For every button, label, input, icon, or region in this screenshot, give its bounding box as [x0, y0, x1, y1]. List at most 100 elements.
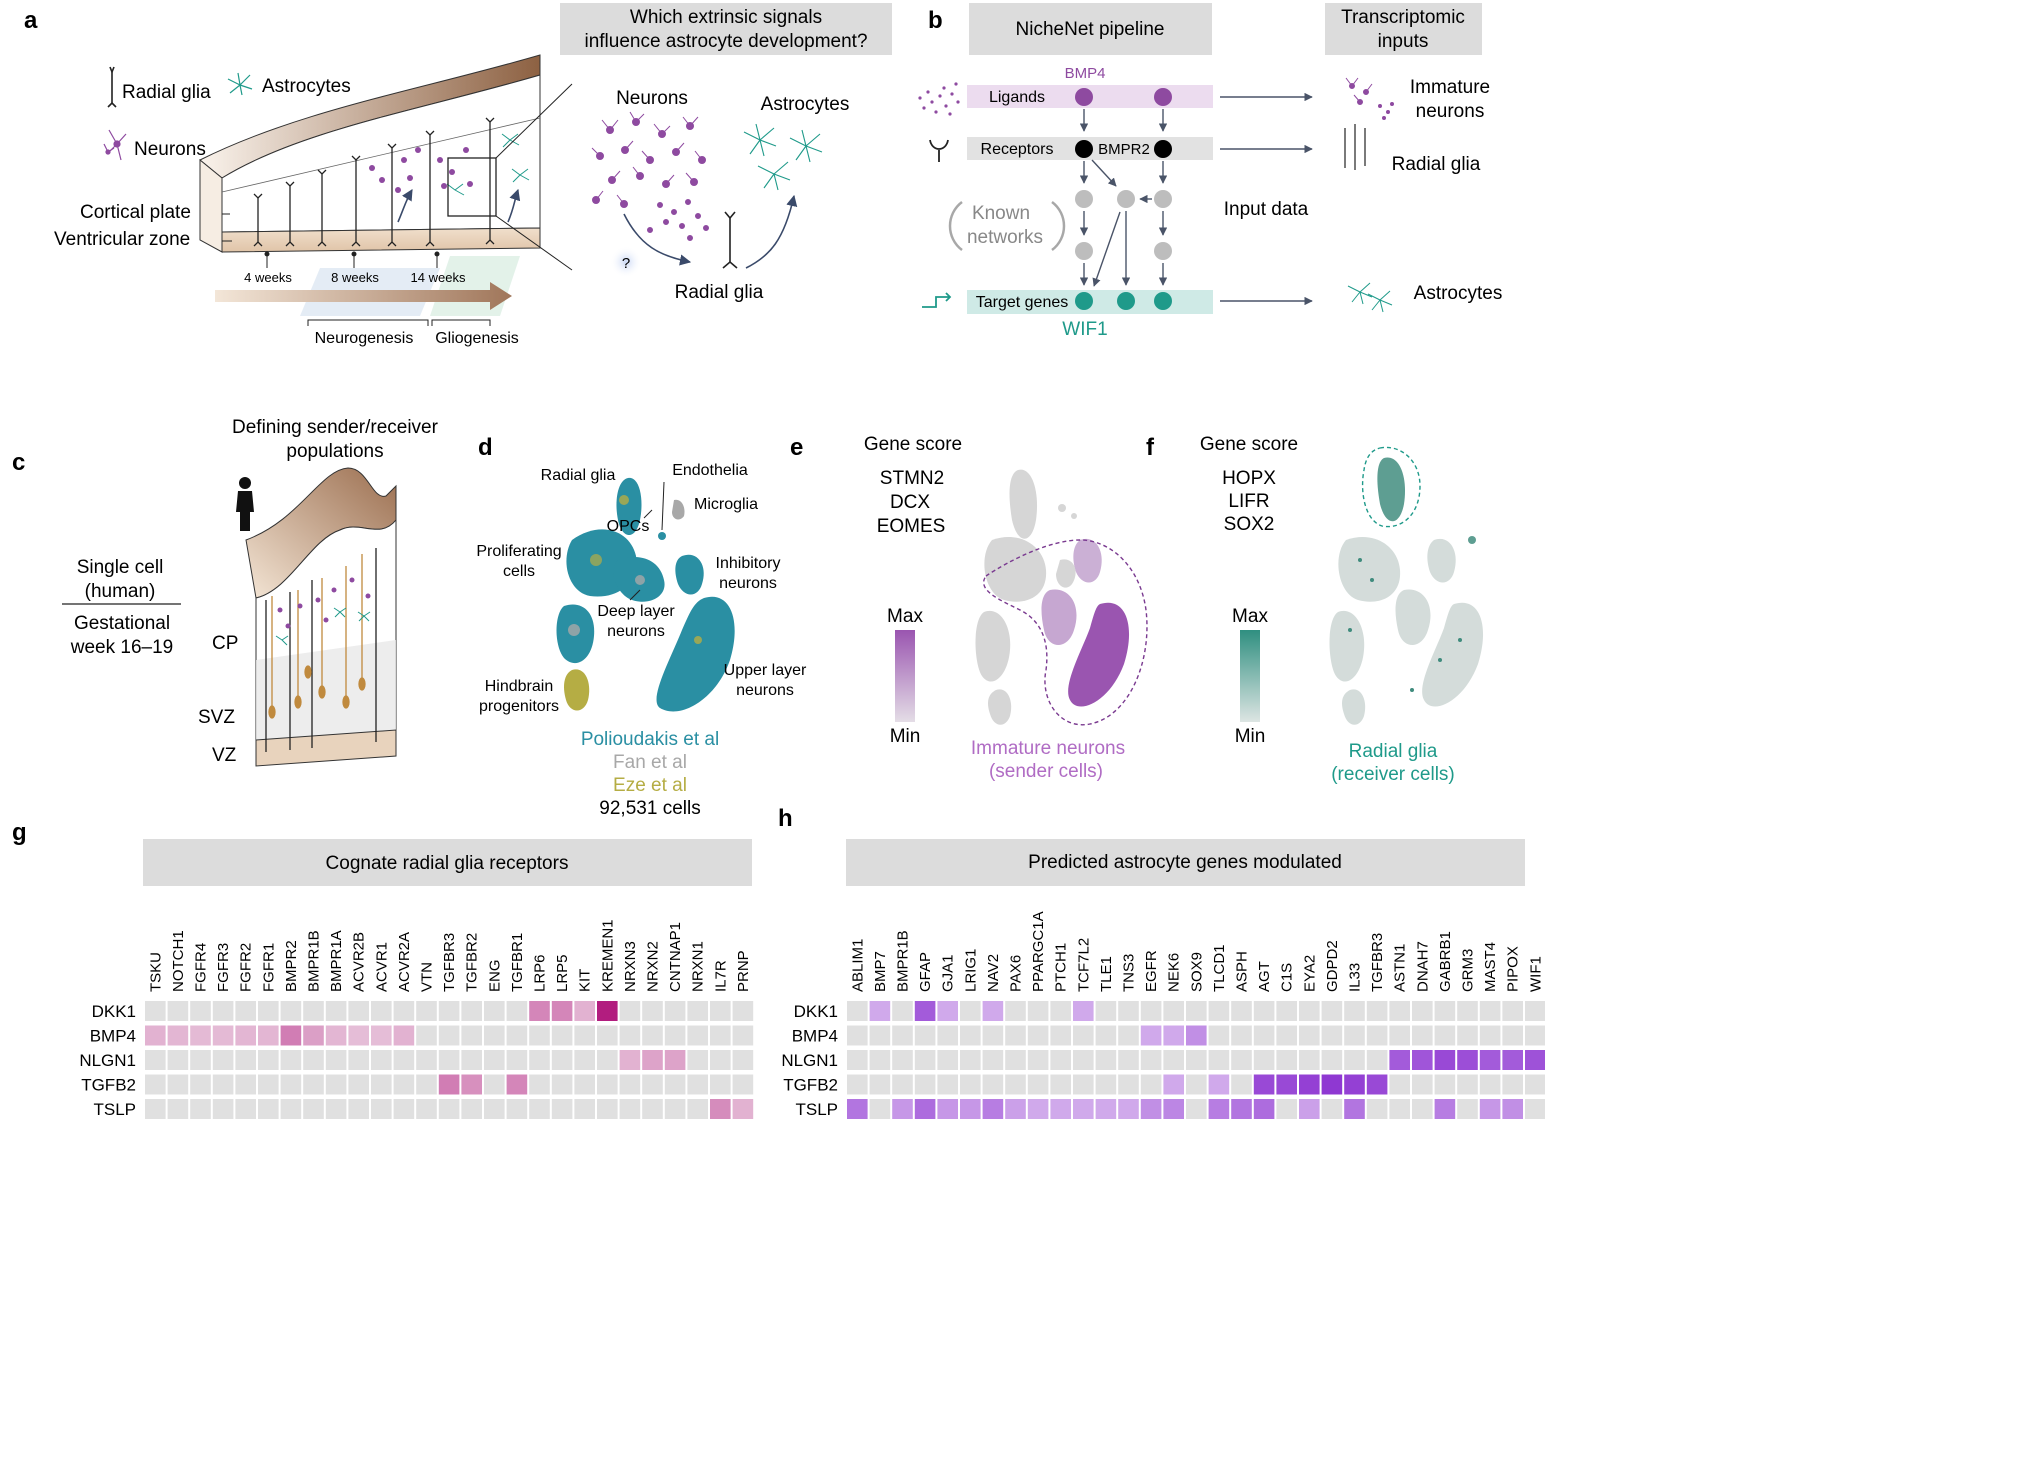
g-cell [416, 1099, 437, 1119]
g-cell [212, 1001, 234, 1021]
g-col-label: IL7R [712, 960, 729, 992]
cortex-c-svz [256, 640, 396, 752]
g-cell [664, 1050, 686, 1070]
h-cell [892, 1050, 913, 1070]
panel-label-b: b [928, 7, 943, 34]
umap-clusters-d [556, 477, 735, 712]
g-cell [258, 1025, 279, 1046]
h-cell [1366, 1099, 1388, 1119]
radial-glia-legend-icon [107, 66, 117, 108]
h-cell [1027, 1074, 1049, 1095]
h-col-label: LRIG1 [962, 949, 979, 992]
h-cell [1299, 1025, 1320, 1046]
g-cell [529, 1074, 550, 1095]
cluster-upper-layer-line-1: Upper layer [724, 662, 807, 679]
cluster-proliferating-line-1: Proliferating [476, 543, 561, 560]
h-cell [960, 1074, 981, 1095]
panel-label-h: h [778, 805, 793, 832]
h-cell [1186, 1099, 1207, 1119]
g-cell [732, 1050, 754, 1070]
g-cell [393, 1025, 415, 1046]
h-col-label: TGFBR3 [1369, 933, 1386, 992]
known-networks-line-1: Known [972, 203, 1030, 224]
timeline-glio-band [430, 256, 520, 316]
g-cell [461, 1099, 482, 1119]
g-cell [710, 1025, 731, 1046]
h-cell [1457, 1050, 1478, 1070]
g-cell [416, 1001, 437, 1021]
out-radial-glia: Radial glia [1392, 154, 1481, 175]
h-cell [937, 1050, 958, 1070]
h-title-box [846, 839, 1525, 886]
g-cell [348, 1001, 369, 1021]
g-cell [303, 1001, 324, 1021]
g-cell [710, 1050, 731, 1070]
panel-b: NicheNet pipeline Transcriptomic inputs … [918, 3, 1502, 340]
legend-neurons: Neurons [134, 139, 206, 160]
g-cell [687, 1025, 708, 1046]
h-cell [1479, 1099, 1501, 1119]
h-cell [869, 1099, 891, 1119]
h-cell [1321, 1099, 1343, 1119]
h-cell [1253, 1050, 1275, 1070]
h-cell [1208, 1099, 1230, 1119]
g-cell [484, 1099, 505, 1119]
e-gene-1: STMN2 [880, 468, 944, 489]
zoom-neurons [591, 111, 709, 241]
h-cell [1299, 1074, 1320, 1095]
g-cell [190, 1050, 211, 1070]
e-color-scale [895, 630, 915, 722]
g-cell [574, 1001, 595, 1021]
e-title: Gene score [864, 434, 962, 455]
g-cell [167, 1001, 189, 1021]
h-cell [1005, 1074, 1026, 1095]
g-cell [325, 1001, 347, 1021]
nichenet-title: NicheNet pipeline [1016, 19, 1165, 40]
g-col-label: ACVR2B [351, 932, 368, 992]
h-cell [1479, 1001, 1501, 1021]
g-cell [461, 1001, 482, 1021]
h-cell [1005, 1025, 1026, 1046]
g-col-label: KIT [577, 969, 594, 992]
h-cell [1095, 1074, 1117, 1095]
f-receiver-outline [1361, 446, 1421, 528]
g-cell [732, 1099, 754, 1119]
g-col-label: KREMEN1 [599, 919, 616, 992]
g-cell [506, 1074, 528, 1095]
h-cell [1412, 1074, 1433, 1095]
g-col-label: ENG [486, 959, 503, 992]
g-cell [280, 1025, 302, 1046]
f-caption-line-1: Radial glia [1349, 741, 1438, 762]
g-col-label: PRNP [735, 950, 752, 992]
h-cell [1208, 1025, 1230, 1046]
h-cell [1005, 1099, 1026, 1119]
zoom-radial-glia-icon [722, 211, 738, 269]
h-col-label: EGFR [1143, 950, 1160, 992]
g-cell [710, 1001, 731, 1021]
f-color-scale [1240, 630, 1260, 722]
h-cell [1253, 1099, 1275, 1119]
h-cell [937, 1099, 958, 1119]
question-line-2: influence astrocyte development? [584, 31, 867, 52]
h-col-label: NAV2 [985, 954, 1002, 992]
g-cell [235, 1001, 256, 1021]
g-cell [190, 1025, 211, 1046]
e-caption-line-2: (sender cells) [989, 761, 1103, 782]
g-cell [551, 1025, 573, 1046]
h-cell [914, 1099, 936, 1119]
g-cell [371, 1025, 392, 1046]
h-cell [1253, 1025, 1275, 1046]
h-cell [1366, 1025, 1388, 1046]
h-cell [1276, 1025, 1297, 1046]
h-cell [1389, 1074, 1410, 1095]
h-row-label: TSLP [795, 1100, 838, 1119]
h-cell [1389, 1050, 1410, 1070]
g-cell [732, 1074, 754, 1095]
g-cell [371, 1074, 392, 1095]
g-cell [597, 1074, 618, 1095]
g-cell [732, 1001, 754, 1021]
outer-radial-glia-c [268, 554, 366, 719]
g-cell [258, 1050, 279, 1070]
h-cell [1276, 1074, 1297, 1095]
g-col-label: LRP5 [554, 954, 571, 992]
